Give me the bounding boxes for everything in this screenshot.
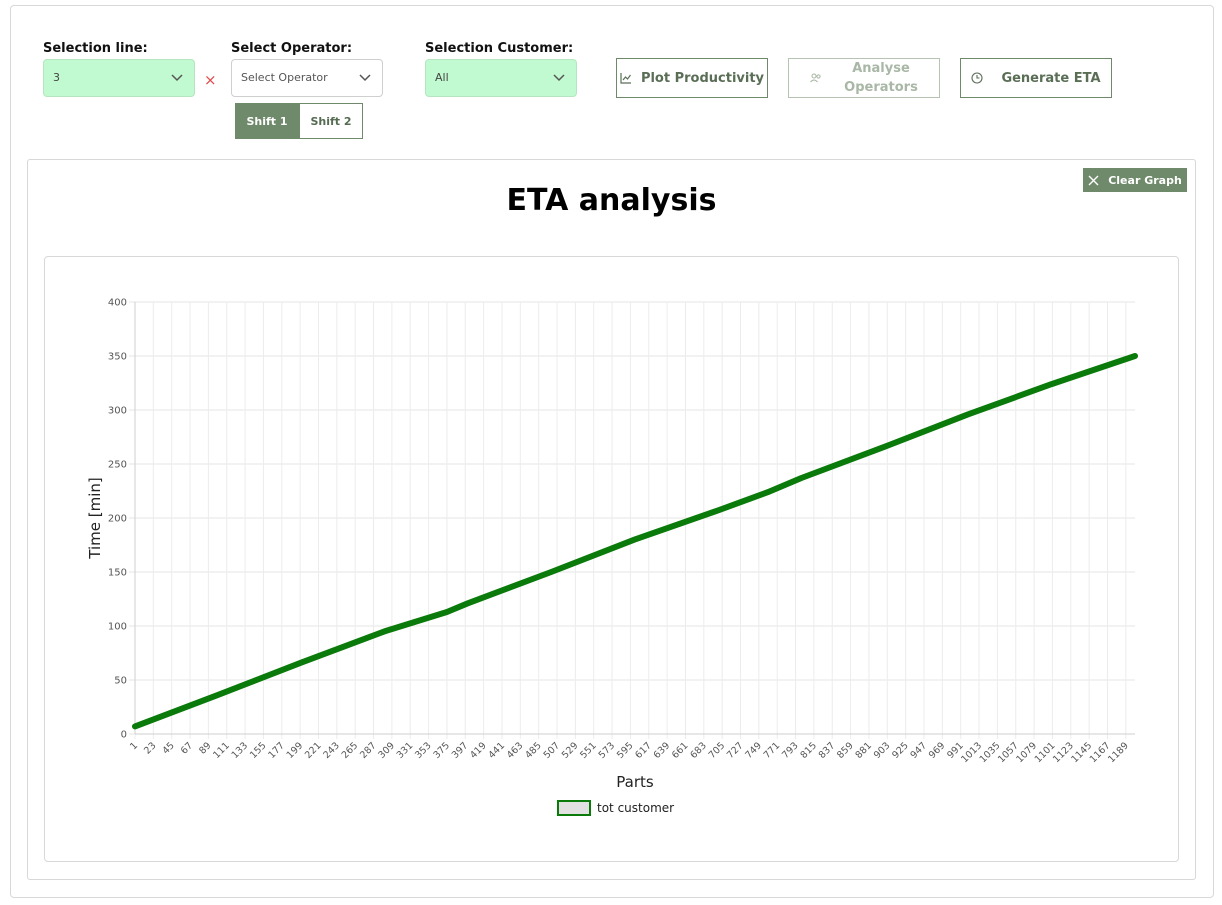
x-tick-label: 925 xyxy=(890,740,911,761)
x-tick-label: 1 xyxy=(128,740,140,752)
line-label: Selection line: xyxy=(43,41,148,56)
line-chart-icon xyxy=(620,73,631,84)
x-tick-label: 969 xyxy=(927,740,948,761)
y-tick-label: 50 xyxy=(114,676,127,687)
x-tick-label: 815 xyxy=(798,740,819,761)
generate-eta-button[interactable]: Generate ETA xyxy=(960,58,1112,98)
y-tick-label: 250 xyxy=(108,460,127,471)
x-tick-label: 837 xyxy=(817,740,838,761)
clock-icon xyxy=(971,72,983,84)
x-tick-label: 683 xyxy=(688,740,709,761)
analyse-operators-button[interactable]: Analyse Operators xyxy=(788,58,940,98)
users-icon xyxy=(810,73,821,83)
series-line-0 xyxy=(132,353,1138,730)
chevron-down-icon xyxy=(553,74,565,82)
x-tick-label: 727 xyxy=(725,740,746,761)
x-tick-label: 859 xyxy=(835,740,856,761)
y-tick-label: 150 xyxy=(108,568,127,579)
x-tick-label: 661 xyxy=(670,740,691,761)
x-tick-label: 375 xyxy=(431,740,452,761)
x-tick-label: 243 xyxy=(321,740,342,761)
y-tick-label: 350 xyxy=(108,352,127,363)
shift-2-toggle[interactable]: Shift 2 xyxy=(299,103,363,139)
customer-select-value: All xyxy=(435,71,449,84)
x-tick-label: 45 xyxy=(160,740,176,756)
clear-line-icon[interactable]: × xyxy=(204,71,217,89)
generate-eta-label: Generate ETA xyxy=(1001,70,1101,86)
plot-productivity-label: Plot Productivity xyxy=(640,70,765,86)
x-tick-label: 903 xyxy=(872,740,893,761)
y-tick-label: 100 xyxy=(108,622,127,633)
y-tick-label: 0 xyxy=(121,730,127,741)
x-tick-label: 881 xyxy=(853,740,874,761)
x-tick-label: 749 xyxy=(743,740,764,761)
line-select[interactable]: 3 xyxy=(43,59,195,97)
clear-graph-label: Clear Graph xyxy=(1108,173,1182,187)
x-tick-label: 353 xyxy=(413,740,434,761)
x-tick-label: 177 xyxy=(266,740,287,761)
x-tick-label: 485 xyxy=(523,740,544,761)
line-select-value: 3 xyxy=(53,71,60,84)
x-tick-label: 287 xyxy=(358,740,379,761)
operator-label: Select Operator: xyxy=(231,41,353,56)
x-tick-label: 155 xyxy=(248,740,269,761)
chevron-down-icon xyxy=(359,74,371,82)
analyse-operators-label: Analyse Operators xyxy=(844,59,918,97)
legend-swatch xyxy=(557,800,591,816)
x-tick-label: 463 xyxy=(505,740,526,761)
chart-frame xyxy=(44,256,1179,862)
x-tick-label: 67 xyxy=(179,740,195,756)
customer-select[interactable]: All xyxy=(425,59,577,97)
x-tick-label: 595 xyxy=(615,740,636,761)
x-tick-label: 507 xyxy=(542,740,563,761)
x-tick-label: 265 xyxy=(340,740,361,761)
x-tick-label: 397 xyxy=(450,740,471,761)
analyse-operators-line2: Operators xyxy=(844,80,918,95)
x-tick-label: 441 xyxy=(486,740,507,761)
x-tick-label: 705 xyxy=(707,740,728,761)
x-tick-label: 419 xyxy=(468,740,489,761)
x-tick-label: 23 xyxy=(142,740,158,756)
analyse-operators-line1: Analyse xyxy=(852,61,910,76)
x-tick-label: 309 xyxy=(376,740,397,761)
x-tick-label: 331 xyxy=(395,740,416,761)
chart-title: ETA analysis xyxy=(506,183,717,218)
x-tick-label: 639 xyxy=(652,740,673,761)
y-axis-label: Time [min] xyxy=(86,477,104,559)
shift-1-toggle[interactable]: Shift 1 xyxy=(235,103,299,139)
x-tick-label: 111 xyxy=(211,740,232,761)
x-tick-label: 221 xyxy=(303,740,324,761)
customer-label: Selection Customer: xyxy=(425,41,574,56)
y-tick-label: 400 xyxy=(108,298,127,309)
x-tick-label: 947 xyxy=(909,740,930,761)
legend[interactable]: tot customer xyxy=(557,800,674,816)
x-tick-label: 199 xyxy=(285,740,306,761)
x-tick-label: 573 xyxy=(597,740,618,761)
x-axis-label: Parts xyxy=(616,773,654,791)
x-tick-label: 793 xyxy=(780,740,801,761)
clear-graph-button[interactable]: Clear Graph xyxy=(1083,168,1187,192)
operator-select[interactable]: Select Operator xyxy=(231,59,383,97)
x-tick-label: 133 xyxy=(230,740,251,761)
close-icon xyxy=(1088,175,1099,185)
x-tick-label: 617 xyxy=(633,740,654,761)
y-tick-label: 200 xyxy=(108,514,127,525)
chart-card xyxy=(27,159,1196,880)
x-tick-label: 551 xyxy=(578,740,599,761)
legend-label: tot customer xyxy=(597,801,674,815)
y-tick-label: 300 xyxy=(108,406,127,417)
operator-select-placeholder: Select Operator xyxy=(241,71,328,84)
x-tick-label: 1189 xyxy=(1106,740,1131,765)
x-tick-label: 529 xyxy=(560,740,581,761)
chevron-down-icon xyxy=(171,74,183,82)
x-tick-label: 771 xyxy=(762,740,783,761)
plot-productivity-button[interactable]: Plot Productivity xyxy=(616,58,768,98)
